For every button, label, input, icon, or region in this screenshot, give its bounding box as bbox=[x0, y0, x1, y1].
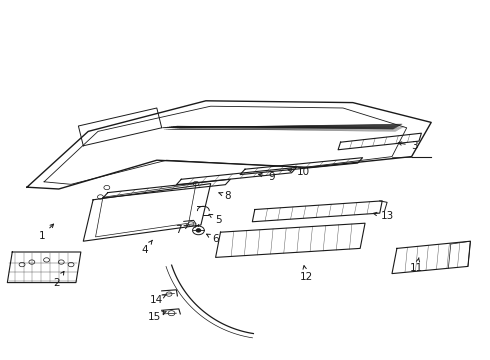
Text: 11: 11 bbox=[410, 258, 423, 273]
Circle shape bbox=[196, 229, 201, 232]
Text: 7: 7 bbox=[175, 225, 188, 235]
Text: 5: 5 bbox=[209, 214, 221, 225]
Text: 2: 2 bbox=[53, 271, 64, 288]
Text: 9: 9 bbox=[259, 172, 275, 182]
Text: 8: 8 bbox=[219, 191, 231, 201]
Text: 3: 3 bbox=[398, 141, 417, 151]
Text: 13: 13 bbox=[373, 211, 394, 221]
Text: 6: 6 bbox=[207, 234, 219, 244]
Text: 15: 15 bbox=[147, 311, 166, 322]
Text: 12: 12 bbox=[299, 266, 313, 282]
Text: 10: 10 bbox=[288, 167, 310, 177]
Text: 1: 1 bbox=[38, 224, 53, 241]
Text: 4: 4 bbox=[141, 240, 152, 255]
Text: 14: 14 bbox=[150, 294, 166, 305]
